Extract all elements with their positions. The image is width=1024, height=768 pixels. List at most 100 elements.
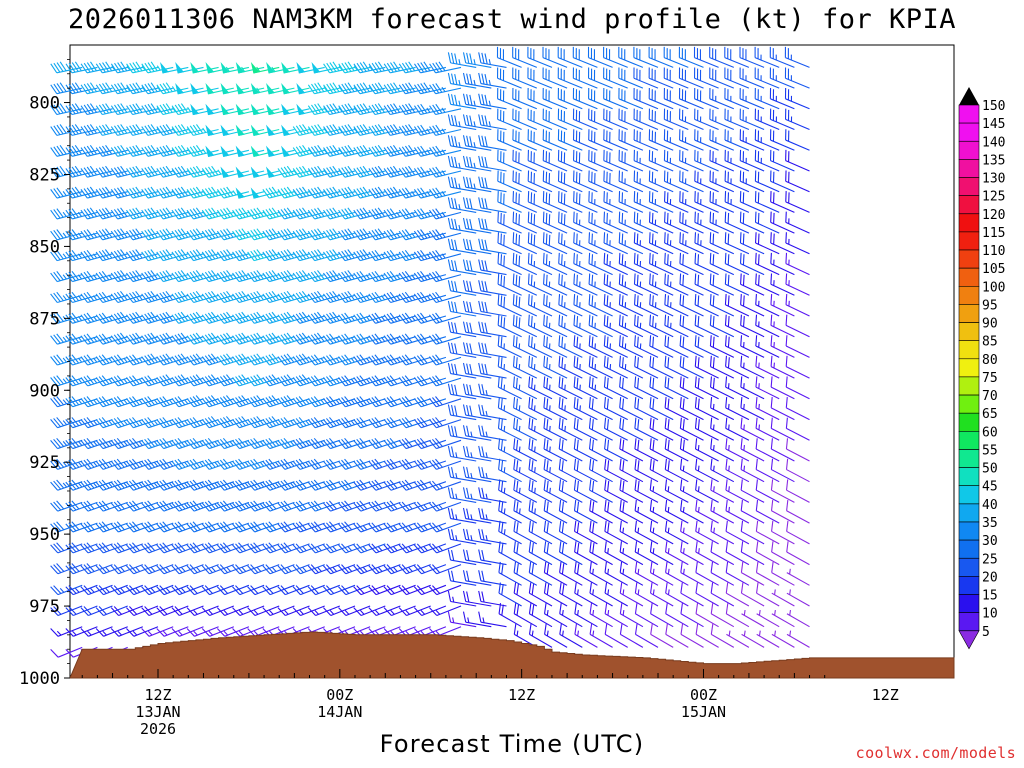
wind-barb <box>513 561 538 586</box>
wind-barb <box>428 229 462 241</box>
wind-barb <box>527 232 553 255</box>
wind-barb <box>447 114 477 131</box>
wind-barb <box>447 425 477 441</box>
wind-barb <box>740 520 765 545</box>
wind-barb <box>527 273 553 296</box>
wind-barb <box>171 270 204 283</box>
wind-barb <box>649 355 674 379</box>
wind-barb <box>141 290 174 303</box>
wind-barb <box>724 335 750 358</box>
wind-barb <box>65 333 98 345</box>
wind-barb <box>649 479 674 503</box>
wind-barb <box>785 335 810 358</box>
wind-barb <box>574 582 598 607</box>
wind-barb <box>573 252 598 276</box>
wind-barb <box>497 252 522 276</box>
wind-barb <box>429 103 462 116</box>
wind-barb <box>527 129 553 151</box>
wind-barb <box>543 541 568 566</box>
wind-barb <box>171 584 204 596</box>
wind-barb <box>497 294 522 317</box>
wind-barb <box>649 458 674 483</box>
wind-barb <box>338 249 371 262</box>
wind-barb <box>770 458 795 483</box>
colorbar-tick-label: 40 <box>982 498 998 513</box>
wind-barb <box>447 466 477 483</box>
wind-barb <box>724 149 750 172</box>
wind-barb <box>250 166 280 178</box>
y-tick-label: 800 <box>29 94 60 114</box>
wind-barb <box>171 479 204 491</box>
wind-barb <box>497 191 522 213</box>
y-tick-label: 850 <box>29 237 60 257</box>
wind-barb <box>65 542 98 554</box>
wind-barb <box>740 500 765 524</box>
wind-barb <box>543 273 568 296</box>
wind-barb <box>95 605 128 616</box>
wind-barb <box>216 584 250 596</box>
wind-barb <box>307 543 340 554</box>
wind-barb <box>65 144 98 157</box>
wind-barb <box>528 314 553 338</box>
wind-barb <box>156 542 189 554</box>
wind-barb <box>755 520 780 545</box>
wind-barb <box>679 458 704 483</box>
wind-barb <box>679 335 704 358</box>
wind-barb <box>186 542 219 554</box>
wind-barb <box>50 521 83 533</box>
wind-barb <box>618 46 644 68</box>
wind-barb <box>428 312 462 324</box>
wind-barb <box>186 311 219 324</box>
wind-barb <box>478 570 507 586</box>
wind-barb <box>725 541 750 566</box>
wind-barb <box>603 129 628 151</box>
wind-barb <box>307 500 340 512</box>
wind-barb <box>126 605 159 616</box>
wind-barb <box>618 232 644 255</box>
wind-barb <box>771 630 795 648</box>
colorbar-tick-label: 55 <box>982 444 998 459</box>
wind-barb <box>649 335 674 358</box>
wind-barb <box>235 166 265 178</box>
wind-barb <box>542 170 568 193</box>
credit-link[interactable]: coolwx.com/models <box>855 744 1016 762</box>
wind-barb <box>603 149 628 172</box>
wind-barb <box>694 252 719 276</box>
wind-barb <box>527 252 553 276</box>
wind-barb <box>543 417 568 441</box>
wind-barb <box>664 294 689 317</box>
wind-barb <box>513 458 538 483</box>
wind-barb <box>428 333 462 345</box>
wind-barb <box>618 314 644 338</box>
wind-barb <box>588 294 613 317</box>
wind-barb <box>663 170 689 193</box>
wind-barb <box>292 605 325 616</box>
wind-barb <box>604 561 628 586</box>
wind-barb <box>262 500 295 512</box>
wind-barb <box>755 252 780 276</box>
wind-barb <box>603 211 628 234</box>
wind-barb <box>478 280 507 296</box>
wind-barb <box>528 376 553 400</box>
wind-barb <box>50 563 83 575</box>
colorbar-tick-label: 145 <box>982 117 1005 132</box>
wind-barb <box>604 541 628 566</box>
wind-barb <box>543 438 568 462</box>
wind-barb <box>618 273 644 296</box>
x-tick-label: 15JAN <box>681 703 726 721</box>
wind-barb <box>588 211 613 234</box>
wind-barb <box>528 582 553 607</box>
wind-barb <box>710 438 735 462</box>
wind-barb <box>755 232 780 255</box>
wind-barb <box>634 623 659 648</box>
wind-barb <box>770 273 795 296</box>
wind-barb <box>383 584 416 596</box>
wind-barb <box>619 541 644 566</box>
wind-barb <box>156 417 189 429</box>
wind-barb <box>156 521 189 533</box>
wind-barb <box>497 108 522 131</box>
wind-barb <box>307 605 341 616</box>
wind-barb <box>447 611 477 628</box>
wind-barb <box>771 589 795 607</box>
wind-barb <box>649 397 674 421</box>
